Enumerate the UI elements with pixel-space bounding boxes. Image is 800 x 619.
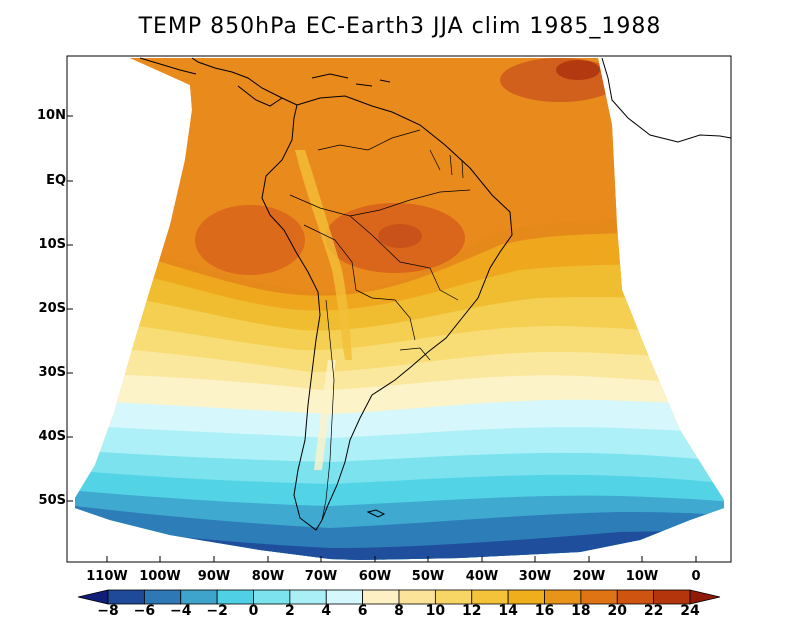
colorbar-swatch (434, 589, 473, 605)
lat-label-50s: 50S (38, 493, 66, 508)
lon-label-60w: 60W (358, 569, 392, 584)
border-uruguay (399, 347, 431, 361)
temperature-field (75, 58, 724, 560)
colorbar-label: 10 (425, 603, 446, 619)
colorbar-swatch (544, 589, 582, 605)
map-title: TEMP 850hPa EC-Earth3 JJA clim 1985_1988 (138, 14, 662, 39)
colorbar-label: −6 (133, 603, 156, 619)
colorbar-swatch (507, 589, 545, 605)
colorbar-swatch (398, 589, 436, 605)
colorbar-swatch (107, 589, 145, 605)
central-america-coast (191, 57, 298, 107)
colorbar-swatch (143, 589, 182, 605)
warm-core-amazon-peak (378, 224, 422, 248)
colorbar-label: 24 (680, 603, 700, 619)
coastlines (139, 57, 731, 531)
patagonia-cool-strip (314, 360, 336, 470)
colorbar-label: 2 (285, 603, 295, 619)
colorbar-swatch (180, 589, 218, 605)
lon-label-10w: 10W (625, 569, 659, 584)
border-brazil-west (349, 215, 459, 301)
colorbar-swatch (216, 589, 254, 605)
lat-label-20s: 20S (38, 301, 66, 316)
colorbar-label: −2 (206, 603, 228, 619)
colorbar-label: 20 (607, 603, 627, 619)
border-colombia-venezuela (317, 129, 421, 151)
colorbar-swatch (653, 589, 691, 605)
africa-coast (601, 57, 731, 143)
andes-cool-strip (295, 150, 352, 360)
lat-label-10n: 10N (37, 108, 66, 123)
colorbar-swatch (362, 589, 400, 605)
colorbar-swatch (580, 589, 618, 605)
south-america-coast (261, 95, 513, 531)
colorbar-label: 22 (643, 603, 664, 619)
border-amazon-north (289, 189, 471, 217)
lon-label-100w: 100W (139, 569, 181, 584)
warm-core-pacific (195, 205, 305, 275)
colorbar-label: 18 (571, 603, 591, 619)
colorbar-label: 0 (248, 603, 259, 619)
lon-label-30w: 30W (518, 569, 552, 584)
colorbar-swatch (689, 589, 721, 605)
colorbar (77, 589, 721, 605)
falkland-islands (366, 509, 386, 518)
colorbar-label: 4 (321, 603, 332, 619)
lon-label-80w: 80W (251, 569, 285, 584)
colorbar-label: 6 (357, 603, 368, 619)
colorbar-swatch (325, 589, 364, 605)
warm-core-caribbean-peak (556, 60, 600, 80)
country-borders (289, 129, 471, 521)
axis-ticks (67, 115, 697, 562)
colorbar-label: 14 (498, 603, 518, 619)
border-chile-argentina (321, 299, 335, 521)
colorbar-swatch (77, 589, 109, 605)
border-paraguay (371, 297, 416, 341)
colorbar-swatch (471, 589, 509, 605)
border-guianas (429, 149, 464, 179)
lat-label-10s: 10S (38, 237, 66, 252)
colorbar-label: −8 (97, 603, 119, 619)
north-america-coast (139, 57, 197, 75)
lon-label-110w: 110W (86, 569, 128, 584)
colorbar-swatch (289, 589, 327, 605)
colorbar-label: −4 (170, 603, 192, 619)
colorbar-label: 16 (534, 603, 555, 619)
colorbar-swatch (616, 589, 655, 605)
colorbar-label: 12 (462, 603, 482, 619)
map-plot-area (75, 57, 731, 560)
lat-label-eq: EQ (46, 173, 66, 188)
lon-label-40w: 40W (465, 569, 499, 584)
lon-label-90w: 90W (197, 569, 231, 584)
caribbean-islands (311, 73, 391, 87)
lat-label-40s: 40S (38, 429, 66, 444)
lon-label-20w: 20W (572, 569, 606, 584)
lat-label-30s: 30S (38, 365, 66, 380)
lon-label-0: 0 (691, 569, 701, 584)
colorbar-swatch (253, 589, 291, 605)
lon-label-50w: 50W (411, 569, 445, 584)
lon-label-70w: 70W (304, 569, 338, 584)
border-peru-bolivia (303, 224, 373, 299)
colorbar-label: 8 (394, 603, 404, 619)
